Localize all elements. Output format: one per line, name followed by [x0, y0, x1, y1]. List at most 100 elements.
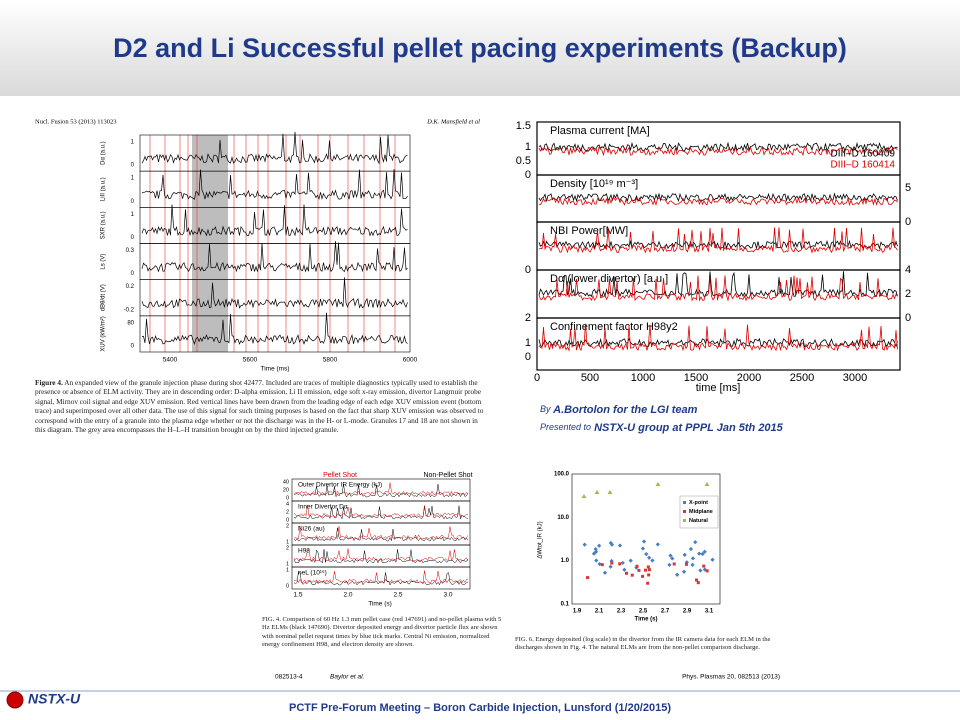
logo-text: NSTX-U: [28, 691, 81, 707]
fig3-pellet: Pellet Shot: [323, 472, 357, 479]
fig2-ltick: 0: [525, 169, 531, 181]
fig4-xpoint: [670, 556, 675, 561]
fig4-natural: [581, 494, 587, 498]
fig4-xpoint: [698, 568, 703, 573]
fig3-xtick: 2.5: [393, 592, 402, 599]
title-band: [0, 0, 960, 96]
fig4-midplane: [600, 563, 604, 567]
fig3-trace-black: [293, 484, 469, 498]
fig2-rtick: 5: [905, 182, 911, 194]
fig1-ytick: 1: [131, 140, 135, 146]
fig1-ylabel: dBθ/dt (V): [101, 284, 107, 311]
fig2-xtick: 500: [581, 372, 599, 384]
fig4-midplane: [625, 571, 629, 575]
fig4-xpoint: [650, 558, 655, 563]
fig1-ytick: 0.3: [126, 248, 135, 254]
fig4-midplane: [610, 561, 614, 565]
fig4-midplane: [684, 562, 688, 566]
fig1-panel: [139, 170, 411, 208]
fig3-trace-black: [293, 527, 469, 542]
fig3-page: 082513-4: [275, 674, 303, 681]
fig1-panel: [139, 134, 411, 172]
fig4-xtick: 2.3: [617, 609, 626, 615]
credit-by-name: A.Bortolon for the LGI team: [552, 404, 697, 416]
credit-presented-rest: NSTX-U group at PPPL Jan 5th 2015: [594, 422, 784, 434]
fig4-midplane: [646, 565, 650, 569]
fig2-xtick: 3000: [843, 372, 867, 384]
fig3-ytick: 40: [283, 479, 289, 485]
fig4-xpoint: [682, 552, 687, 557]
fig4-natural: [607, 490, 613, 494]
fig4-xpoint: [702, 549, 707, 554]
fig1-ytick: 0.2: [126, 284, 135, 290]
fig4-xpoint: [700, 551, 705, 557]
fig2-ltick: 1: [525, 141, 531, 153]
fig3-authors: Baylor et al.: [330, 674, 365, 681]
logo-icon: [6, 691, 24, 709]
fig2-panel: [536, 317, 901, 371]
fig4-midplane: [647, 568, 651, 572]
fig1-ytick: 80: [127, 320, 134, 326]
fig3-caption: FIG. 4. Comparison of 60 Hz 1.3 mm pelle…: [262, 616, 502, 649]
fig3-trace-black: [293, 549, 469, 564]
fig1-caption: Figure 4. An expanded view of the granul…: [35, 378, 485, 434]
fig1-ytick: 1: [131, 212, 135, 218]
fig1-caption-text: An expanded view of the granule injectio…: [35, 378, 484, 435]
fig4-midplane: [586, 576, 590, 580]
fig2-ltick: 0: [525, 264, 531, 276]
fig4-ytick: 1.0: [561, 558, 570, 564]
fig4-caption: FIG. 6. Energy deposited (log scale) in …: [515, 636, 771, 652]
fig1-caption-lead: Figure 4.: [35, 378, 63, 387]
fig4-legend-label: X-point: [689, 500, 708, 506]
fig1-xtick: 6000: [403, 357, 418, 364]
fig4-xpoint: [667, 562, 672, 568]
fig4-xlabel: Time (s): [635, 617, 658, 623]
fig2-panel-label: Plasma current [MA]: [550, 125, 650, 137]
fig1-ytick: -0.2: [124, 307, 135, 313]
fig2-ltick: 2: [525, 312, 531, 324]
fig4-legend-label: Natural: [689, 518, 708, 524]
fig4-ylabel: ΔWtot_IR (kJ): [538, 521, 544, 558]
fig1-author: D.K. Mansfield et al: [426, 118, 480, 125]
fig4-natural: [704, 482, 710, 486]
fig1-trace: [141, 169, 408, 201]
fig2-ltick: 1.5: [516, 120, 531, 132]
fig1-ylabel: SXR (a.u.): [101, 211, 107, 239]
fig4-xpoint: [647, 555, 652, 560]
fig4-xpoint: [681, 569, 687, 574]
credit-presented-word: Presented to: [540, 422, 591, 432]
footer-text: PCTF Pre-Forum Meeting – Boron Carbide I…: [289, 702, 671, 714]
fig4-midplane: [618, 562, 622, 566]
fig4-legend-box: [679, 495, 719, 529]
fig3-ytick: 0: [286, 583, 289, 589]
fig3-panel-label: Outer Divertor IR Energy (kJ): [298, 482, 382, 489]
fig1-panel: [139, 279, 411, 317]
fig4-midplane: [641, 574, 645, 578]
fig3-trace-red: [293, 525, 469, 540]
fig3-panel-label: Ni26 (au): [298, 526, 325, 533]
fig4-xtick: 2.9: [683, 609, 692, 615]
fig4-midplane: [695, 578, 699, 582]
fig2-xtick: 1500: [684, 372, 708, 384]
fig4-xpoint: [697, 551, 702, 556]
fig1-trace: [141, 312, 408, 345]
fig4-xpoint: [593, 547, 598, 552]
fig4-natural: [594, 490, 600, 494]
fig1-trace: [141, 241, 408, 273]
fig4-xpoint: [688, 546, 694, 552]
fig1-ylabel: LiII (a.u.): [101, 177, 107, 201]
fig4-xtick: 3.1: [705, 609, 714, 615]
fig4-xpoint: [644, 552, 649, 557]
fig2-rtick: 4: [905, 264, 911, 276]
fig3-ytick: 0: [286, 495, 289, 501]
fig1-xtick: 5600: [243, 357, 258, 364]
fig2-legend-1: DIII–D 160414: [831, 160, 896, 171]
fig3-panel-label: Inner Divertor Dα: [298, 504, 348, 511]
fig4-xpoint: [594, 558, 599, 563]
fig1-ytick: 0: [131, 235, 135, 241]
fig1-ytick: 0: [131, 199, 135, 205]
fig1-xtick: 5400: [163, 357, 178, 364]
fig4-xpoint: [602, 570, 608, 575]
fig2-ltick: 0: [525, 351, 531, 363]
fig4-xpoint: [617, 543, 623, 548]
